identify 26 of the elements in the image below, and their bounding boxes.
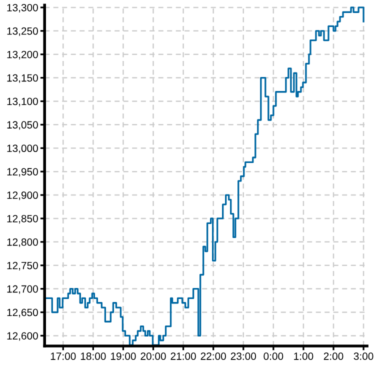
x-tick-label: 3:00: [354, 352, 374, 360]
y-tick-label: 12,850: [7, 214, 38, 224]
y-tick-label: 13,250: [7, 27, 38, 36]
x-tick-label: 21:00: [170, 352, 196, 360]
y-tick-label: 12,600: [7, 332, 38, 341]
y-tick-label: 13,050: [7, 121, 38, 130]
x-tick-label: 0:00: [264, 352, 284, 360]
x-tick-label: 22:00: [200, 352, 226, 360]
y-tick-label: 13,100: [7, 98, 38, 106]
y-tick-label: 12,750: [7, 262, 38, 270]
x-tick-label: 20:00: [140, 352, 166, 360]
x-tick-label: 23:00: [230, 352, 256, 360]
y-tick-label: 12,650: [7, 308, 38, 318]
y-tick-label: 12,800: [7, 238, 38, 248]
y-tick-label: 13,150: [7, 74, 38, 83]
y-tick-label: 13,300: [7, 4, 38, 13]
y-tick-label: 12,950: [7, 168, 38, 177]
y-tick-label: 13,000: [7, 144, 38, 154]
y-tick-label: 13,200: [7, 50, 38, 60]
x-tick-label: 18:00: [80, 352, 106, 360]
y-tick-label: 12,700: [7, 285, 38, 294]
x-tick-label: 19:00: [110, 352, 136, 360]
x-tick-label: 2:00: [324, 352, 344, 360]
x-tick-label: 1:00: [294, 352, 314, 360]
y-tick-label: 12,900: [7, 192, 38, 200]
x-tick-label: 17:00: [50, 352, 76, 360]
